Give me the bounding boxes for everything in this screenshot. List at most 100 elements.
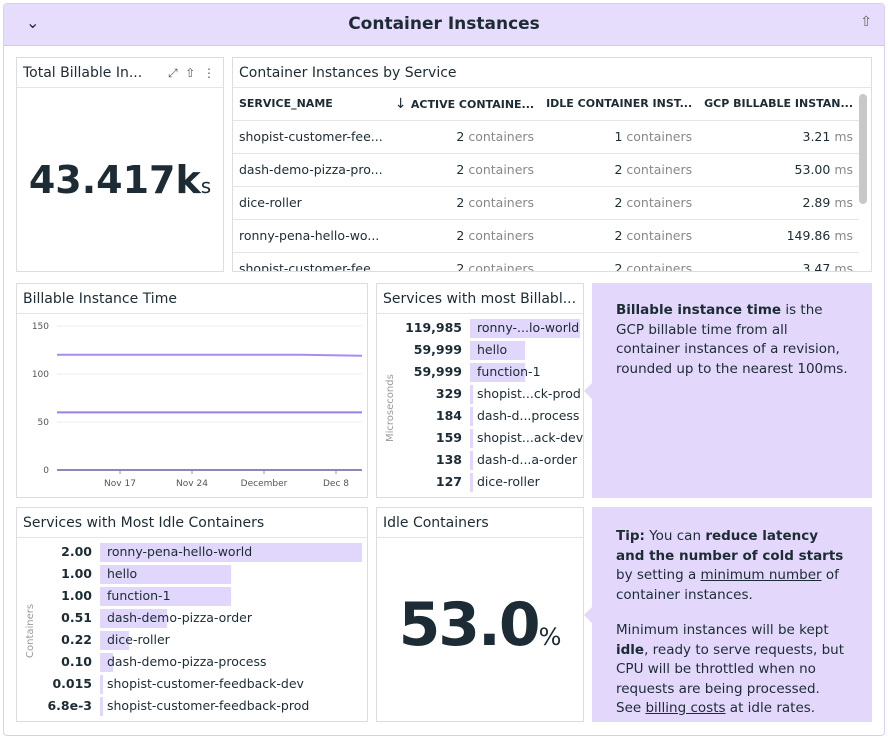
x-tick-label: Dec 8	[323, 479, 349, 489]
toplist-item[interactable]: 1.00 function-1	[17, 585, 367, 607]
expand-icon[interactable]: ⤢	[168, 66, 178, 80]
item-value: 6.8e-3	[47, 698, 92, 713]
widget-title: Total Billable In... ⤢ ⇧ ⋮	[17, 58, 223, 88]
item-label: ronny-...lo-world	[477, 320, 580, 335]
cell-value: 3.21	[802, 129, 831, 144]
billing-costs-link[interactable]: billing costs	[645, 700, 726, 716]
item-bar	[470, 451, 473, 470]
cell-value: 2	[456, 129, 465, 144]
cell-value: 2	[456, 162, 465, 177]
table-cell: 149.86 ms	[698, 219, 860, 253]
toplist-item[interactable]: 138 dash-d...a-order	[377, 449, 583, 471]
column-label: GCP BILLABLE INSTAN...	[704, 97, 854, 111]
total-value: 43.417ks	[17, 158, 223, 202]
arrow-down-icon: ↓	[394, 95, 411, 112]
billable-note: Billable instance time is the GCP billab…	[584, 283, 872, 498]
cell-value: 3.47	[802, 261, 831, 272]
item-value: 2.00	[61, 544, 92, 559]
table-cell: 2 containers	[388, 120, 541, 154]
table-cell: 2 containers	[540, 153, 699, 187]
item-label: hello	[477, 342, 508, 357]
toplist-item[interactable]: 119,985 ronny-...lo-world	[377, 317, 583, 339]
cell-value: shopist-customer-fee...	[239, 261, 383, 272]
cell-unit: ms	[834, 162, 854, 177]
item-bar	[100, 587, 231, 606]
value: 53.0	[398, 590, 541, 660]
widget-title: Idle Containers	[377, 508, 583, 538]
t: reduce latency and the number of cold st…	[616, 528, 844, 564]
x-tick-label: December	[241, 479, 288, 489]
more-icon[interactable]: ⋮	[203, 66, 215, 80]
share-icon[interactable]: ⇧	[185, 66, 196, 80]
x-tick-label: Nov 24	[176, 479, 208, 489]
column-header[interactable]: GCP BILLABLE INSTAN...	[698, 88, 860, 121]
note-bold: Billable instance time	[616, 302, 782, 318]
service-table-widget: Container Instances by Service SERVICE_N…	[232, 57, 872, 272]
toplist-item[interactable]: 1.00 hello	[17, 563, 367, 585]
item-bar	[470, 407, 473, 426]
y-tick-label: 150	[32, 322, 49, 332]
share-icon[interactable]: ⇧	[860, 14, 872, 30]
cell-unit: ms	[834, 195, 854, 210]
y-tick-label: 100	[32, 370, 49, 380]
toplist-item[interactable]: 0.015 shopist-customer-feedback-dev	[17, 673, 367, 695]
group-header: ⌄ Container Instances ⇧	[4, 4, 884, 46]
line-chart[interactable]: 0 50 100 150 Nov 17 Nov 24 December Dec 8	[17, 314, 368, 496]
toplist-item[interactable]: 2.00 ronny-pena-hello-world	[17, 541, 367, 563]
table-row[interactable]: shopist-customer-fee... 2 containers 2 con…	[233, 252, 860, 272]
t: idle	[616, 641, 645, 658]
table-row[interactable]: dice-roller 2 containers 2 containers 2.89 …	[233, 186, 860, 220]
cell-value: dice-roller	[239, 195, 302, 210]
toplist-item[interactable]: 0.10 dash-demo-pizza-process	[17, 651, 367, 673]
toplist-item[interactable]: 127 dice-roller	[377, 471, 583, 493]
table-cell: 2 containers	[540, 252, 699, 271]
billable-toplist-widget: Services with most Billabl... Microsecon…	[376, 283, 584, 498]
t: by setting a	[616, 567, 701, 583]
cell-value: 2	[614, 162, 623, 177]
table-row[interactable]: dash-demo-pizza-pro... 2 containers 2 cont…	[233, 153, 860, 187]
cell-unit: containers	[626, 228, 693, 243]
item-label: dice-roller	[477, 474, 540, 489]
cell-unit: containers	[468, 261, 535, 272]
widget-title: Billable Instance Time	[17, 284, 367, 314]
total-billable-widget: Total Billable In... ⤢ ⇧ ⋮ 43.417ks	[16, 57, 224, 272]
item-value: 1.00	[61, 588, 92, 603]
min-instances-link[interactable]: minimum number	[700, 567, 822, 583]
item-bar	[470, 429, 473, 448]
note-text: is the GCP billable time from all contai…	[616, 302, 848, 377]
toplist-item[interactable]: 159 shopist...ack-dev	[377, 427, 583, 449]
item-label: shopist-customer-feedback-dev	[107, 676, 304, 691]
widget-actions[interactable]: ⤢ ⇧ ⋮	[168, 58, 215, 88]
table-cell: 2 containers	[388, 186, 541, 220]
table-row[interactable]: shopist-customer-fee... 2 containers 1 con…	[233, 120, 860, 154]
column-header[interactable]: ↓ ACTIVE CONTAINE...	[388, 88, 541, 121]
widget-title: Container Instances by Service	[233, 58, 871, 88]
title-text: Total Billable In...	[23, 65, 143, 81]
chevron-down-icon[interactable]: ⌄	[26, 13, 40, 32]
table-row[interactable]: ronny-pena-hello-wo... 2 containers 2 cont…	[233, 219, 860, 253]
series-line[interactable]	[57, 353, 363, 357]
item-bar	[100, 653, 114, 672]
cell-value: 2	[614, 228, 623, 243]
table-cell: shopist-customer-fee...	[233, 252, 389, 272]
toplist-item[interactable]: 329 shopist...ck-prod	[377, 383, 583, 405]
column-header[interactable]: SERVICE_NAME	[233, 88, 389, 121]
item-label: shopist...ck-prod	[477, 386, 581, 401]
cell-value: 2	[456, 261, 465, 272]
item-label: ronny-pena-hello-world	[107, 544, 253, 559]
table-cell: 2 containers	[540, 186, 699, 220]
scrollbar[interactable]	[859, 94, 867, 204]
cell-unit: containers	[468, 228, 535, 243]
cell-value: 53.00	[794, 162, 831, 177]
toplist-item[interactable]: 59,999 hello	[377, 339, 583, 361]
value: 43.417k	[28, 158, 201, 202]
toplist-item[interactable]: 59,999 function-1	[377, 361, 583, 383]
toplist-item[interactable]: 0.51 dash-demo-pizza-order	[17, 607, 367, 629]
toplist-item[interactable]: 0.22 dice-roller	[17, 629, 367, 651]
toplist-item[interactable]: 184 dash-d...process	[377, 405, 583, 427]
cell-value: 149.86	[786, 228, 831, 243]
toplist-item[interactable]: 6.8e-3 shopist-customer-feedback-prod	[17, 695, 367, 717]
item-value: 0.10	[61, 654, 92, 669]
item-value: 159	[435, 430, 462, 445]
column-header[interactable]: IDLE CONTAINER INST...	[540, 88, 699, 121]
